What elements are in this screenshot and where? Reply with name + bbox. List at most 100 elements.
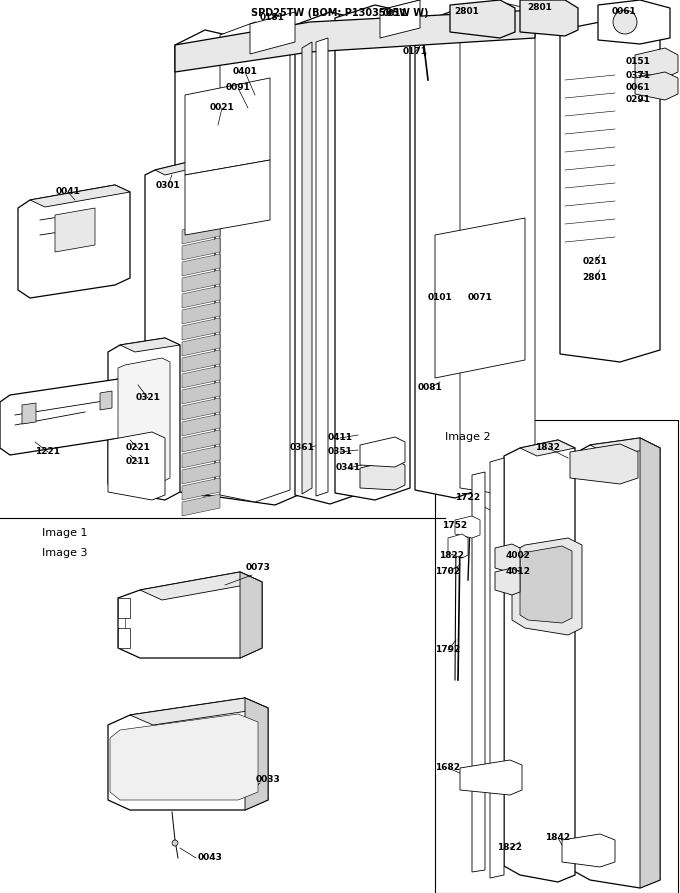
Polygon shape bbox=[185, 78, 270, 175]
Polygon shape bbox=[302, 42, 312, 494]
Text: 0081: 0081 bbox=[418, 383, 443, 393]
Text: 0301: 0301 bbox=[156, 180, 180, 189]
Polygon shape bbox=[360, 460, 405, 490]
Polygon shape bbox=[490, 458, 504, 878]
Polygon shape bbox=[512, 538, 582, 635]
Polygon shape bbox=[182, 446, 220, 468]
Polygon shape bbox=[448, 534, 468, 558]
Text: 4012: 4012 bbox=[505, 567, 530, 577]
Polygon shape bbox=[182, 366, 220, 388]
Polygon shape bbox=[520, 0, 578, 36]
Text: 0361: 0361 bbox=[290, 444, 314, 453]
Polygon shape bbox=[450, 0, 515, 38]
Text: 0401: 0401 bbox=[233, 68, 258, 77]
Text: 0181: 0181 bbox=[260, 13, 284, 22]
Text: 1722: 1722 bbox=[456, 494, 481, 503]
Polygon shape bbox=[182, 414, 220, 436]
Polygon shape bbox=[335, 5, 410, 500]
Text: 0321: 0321 bbox=[135, 394, 160, 403]
Text: 0041: 0041 bbox=[56, 188, 80, 196]
Text: 2801: 2801 bbox=[454, 7, 479, 16]
Text: 0061: 0061 bbox=[611, 7, 636, 16]
Polygon shape bbox=[435, 218, 525, 378]
Polygon shape bbox=[360, 437, 405, 467]
Text: 0061: 0061 bbox=[626, 84, 650, 93]
Polygon shape bbox=[182, 254, 220, 276]
Polygon shape bbox=[495, 544, 520, 573]
Text: 0151: 0151 bbox=[626, 57, 651, 66]
Polygon shape bbox=[590, 438, 660, 455]
Text: 1792: 1792 bbox=[435, 646, 460, 655]
Polygon shape bbox=[380, 0, 420, 38]
Polygon shape bbox=[240, 572, 262, 658]
Polygon shape bbox=[100, 391, 112, 410]
Polygon shape bbox=[108, 338, 180, 500]
Polygon shape bbox=[182, 398, 220, 420]
Polygon shape bbox=[316, 38, 328, 496]
Polygon shape bbox=[182, 286, 220, 308]
Text: 0211: 0211 bbox=[126, 457, 150, 466]
Polygon shape bbox=[22, 403, 36, 424]
Text: 0091: 0091 bbox=[226, 84, 250, 93]
Text: 0341: 0341 bbox=[335, 463, 360, 472]
Polygon shape bbox=[295, 12, 365, 504]
Polygon shape bbox=[182, 222, 220, 244]
Polygon shape bbox=[182, 334, 220, 356]
Text: 0371: 0371 bbox=[626, 71, 651, 79]
Polygon shape bbox=[182, 302, 220, 324]
Polygon shape bbox=[455, 516, 480, 538]
Polygon shape bbox=[118, 572, 262, 658]
Polygon shape bbox=[118, 358, 170, 488]
Polygon shape bbox=[175, 10, 535, 72]
Polygon shape bbox=[18, 185, 130, 298]
Polygon shape bbox=[130, 698, 268, 725]
Polygon shape bbox=[0, 378, 140, 455]
Polygon shape bbox=[118, 598, 130, 618]
Polygon shape bbox=[182, 382, 220, 404]
Text: 0021: 0021 bbox=[209, 104, 235, 113]
Text: 0411: 0411 bbox=[328, 433, 352, 443]
Polygon shape bbox=[182, 318, 220, 340]
Polygon shape bbox=[108, 432, 165, 500]
Text: 0221: 0221 bbox=[126, 444, 150, 453]
Polygon shape bbox=[562, 834, 615, 867]
Text: 1822: 1822 bbox=[498, 844, 522, 853]
Polygon shape bbox=[182, 350, 220, 372]
Polygon shape bbox=[220, 22, 290, 502]
Polygon shape bbox=[640, 438, 660, 888]
Polygon shape bbox=[145, 158, 215, 496]
Polygon shape bbox=[120, 338, 180, 352]
Text: 1832: 1832 bbox=[536, 444, 560, 453]
Polygon shape bbox=[570, 444, 638, 484]
Text: 0043: 0043 bbox=[198, 854, 222, 863]
Polygon shape bbox=[250, 12, 295, 54]
Text: 2801: 2801 bbox=[583, 273, 607, 282]
Text: 2801: 2801 bbox=[528, 4, 552, 13]
Polygon shape bbox=[560, 18, 660, 362]
Polygon shape bbox=[182, 494, 220, 516]
Polygon shape bbox=[598, 0, 670, 44]
Polygon shape bbox=[30, 185, 130, 207]
Text: SPD25TW (BOM: P1303505W W): SPD25TW (BOM: P1303505W W) bbox=[251, 8, 429, 18]
Polygon shape bbox=[182, 430, 220, 452]
Text: 1842: 1842 bbox=[545, 833, 571, 842]
Text: 0351: 0351 bbox=[328, 447, 352, 456]
Text: 1702: 1702 bbox=[435, 567, 460, 577]
Polygon shape bbox=[520, 546, 572, 623]
Polygon shape bbox=[472, 472, 485, 872]
Polygon shape bbox=[55, 208, 95, 252]
Text: 4002: 4002 bbox=[505, 550, 530, 560]
Polygon shape bbox=[110, 714, 258, 800]
Polygon shape bbox=[182, 270, 220, 292]
Text: 1682: 1682 bbox=[435, 764, 460, 772]
Text: 0033: 0033 bbox=[256, 775, 280, 784]
Polygon shape bbox=[175, 22, 310, 505]
Polygon shape bbox=[635, 72, 678, 100]
Circle shape bbox=[613, 10, 637, 34]
Circle shape bbox=[172, 840, 178, 846]
Polygon shape bbox=[572, 438, 660, 888]
Text: 0071: 0071 bbox=[468, 294, 492, 303]
Polygon shape bbox=[182, 478, 220, 500]
Polygon shape bbox=[118, 628, 130, 648]
Polygon shape bbox=[182, 462, 220, 484]
